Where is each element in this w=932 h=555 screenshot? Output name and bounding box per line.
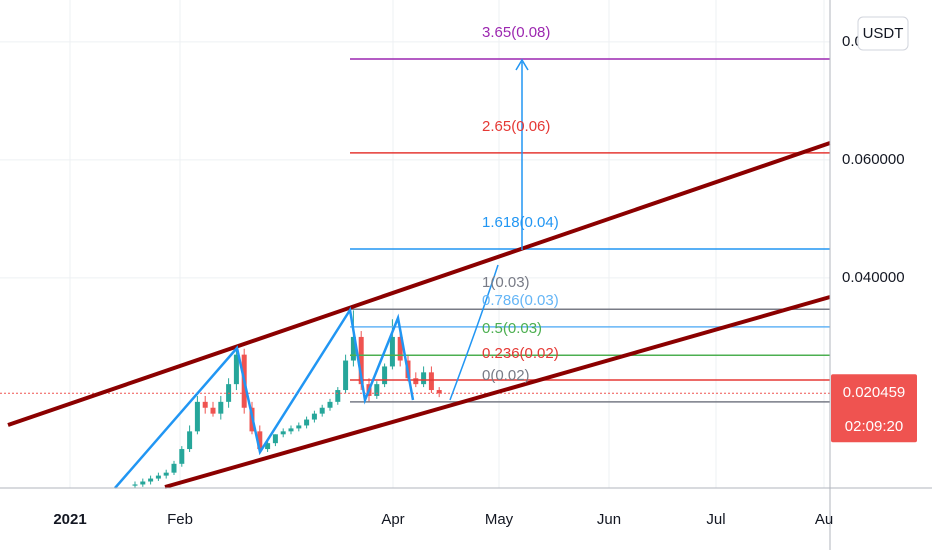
candle-body [202,401,208,408]
candle-body [140,481,146,485]
candle-body [358,336,364,385]
candle-body [421,372,427,385]
y-tick-label: 0.040000 [842,269,905,286]
candle-body [319,407,325,414]
countdown: 02:09:20 [845,418,903,435]
candle-body [428,372,434,391]
channel-upper [7,141,831,427]
candle-body [374,384,380,396]
arrow-head [515,58,529,71]
x-tick-label: Feb [167,511,193,528]
candle-body [194,401,200,432]
fib-label: 1.618(0.04) [482,214,559,231]
price-badge [831,374,917,443]
candle-body [171,463,177,473]
candle-body [413,378,419,385]
candle-body [382,366,388,385]
candle-body [335,390,341,402]
x-tick-label: Jun [597,511,621,528]
grid [0,0,830,488]
candle-body [389,336,395,367]
time-axis-bg [0,489,932,550]
candle-body [343,360,349,391]
price-axis-bg [831,0,932,550]
candle-body [187,431,193,450]
last-price-label: 0.020459 [843,384,906,401]
candle-body [218,401,224,414]
x-tick-label: Au [815,511,833,528]
candle-body [397,336,403,361]
candle-body [210,407,216,414]
drawings [7,58,831,489]
fib-label: 3.65(0.08) [482,24,550,41]
x-tick-label: 2021 [53,511,86,528]
x-tick-label: May [485,511,514,528]
fib-label: 2.65(0.06) [482,118,550,135]
fib-label: 0.236(0.02) [482,345,559,362]
candle-body [233,354,239,385]
x-tick-label: Jul [706,511,725,528]
fib-label: 0.5(0.03) [482,320,542,337]
candle-body [163,472,169,476]
candle-body [148,478,154,482]
y-tick-label: 0.060000 [842,151,905,168]
currency-label[interactable]: USDT [863,25,904,42]
candle-body [350,336,356,361]
candle-body [155,475,161,479]
zigzag [114,306,415,489]
projection-arrow [449,264,499,401]
candle-body [132,484,138,486]
channel-lower [164,295,831,489]
candle-body [304,419,310,426]
candle-body [288,428,294,432]
candle-body [265,443,271,450]
candle-body [296,425,302,429]
candle-body [327,401,333,408]
plot [0,58,830,488]
fib-label: 0(0.02) [482,367,530,384]
currency-button[interactable] [857,16,909,51]
fib-label: 1(0.03) [482,274,530,291]
x-tick-label: Apr [381,511,404,528]
candle-body [436,390,442,394]
candle-body [311,413,317,420]
candle-body [179,449,185,464]
fib-label: 0.786(0.03) [482,292,559,309]
candle-body [257,431,263,450]
candle-body [280,431,286,435]
labels: 0.0400000.0600000.0800002021FebAprMayJun… [53,16,917,528]
candle-body [272,434,278,444]
